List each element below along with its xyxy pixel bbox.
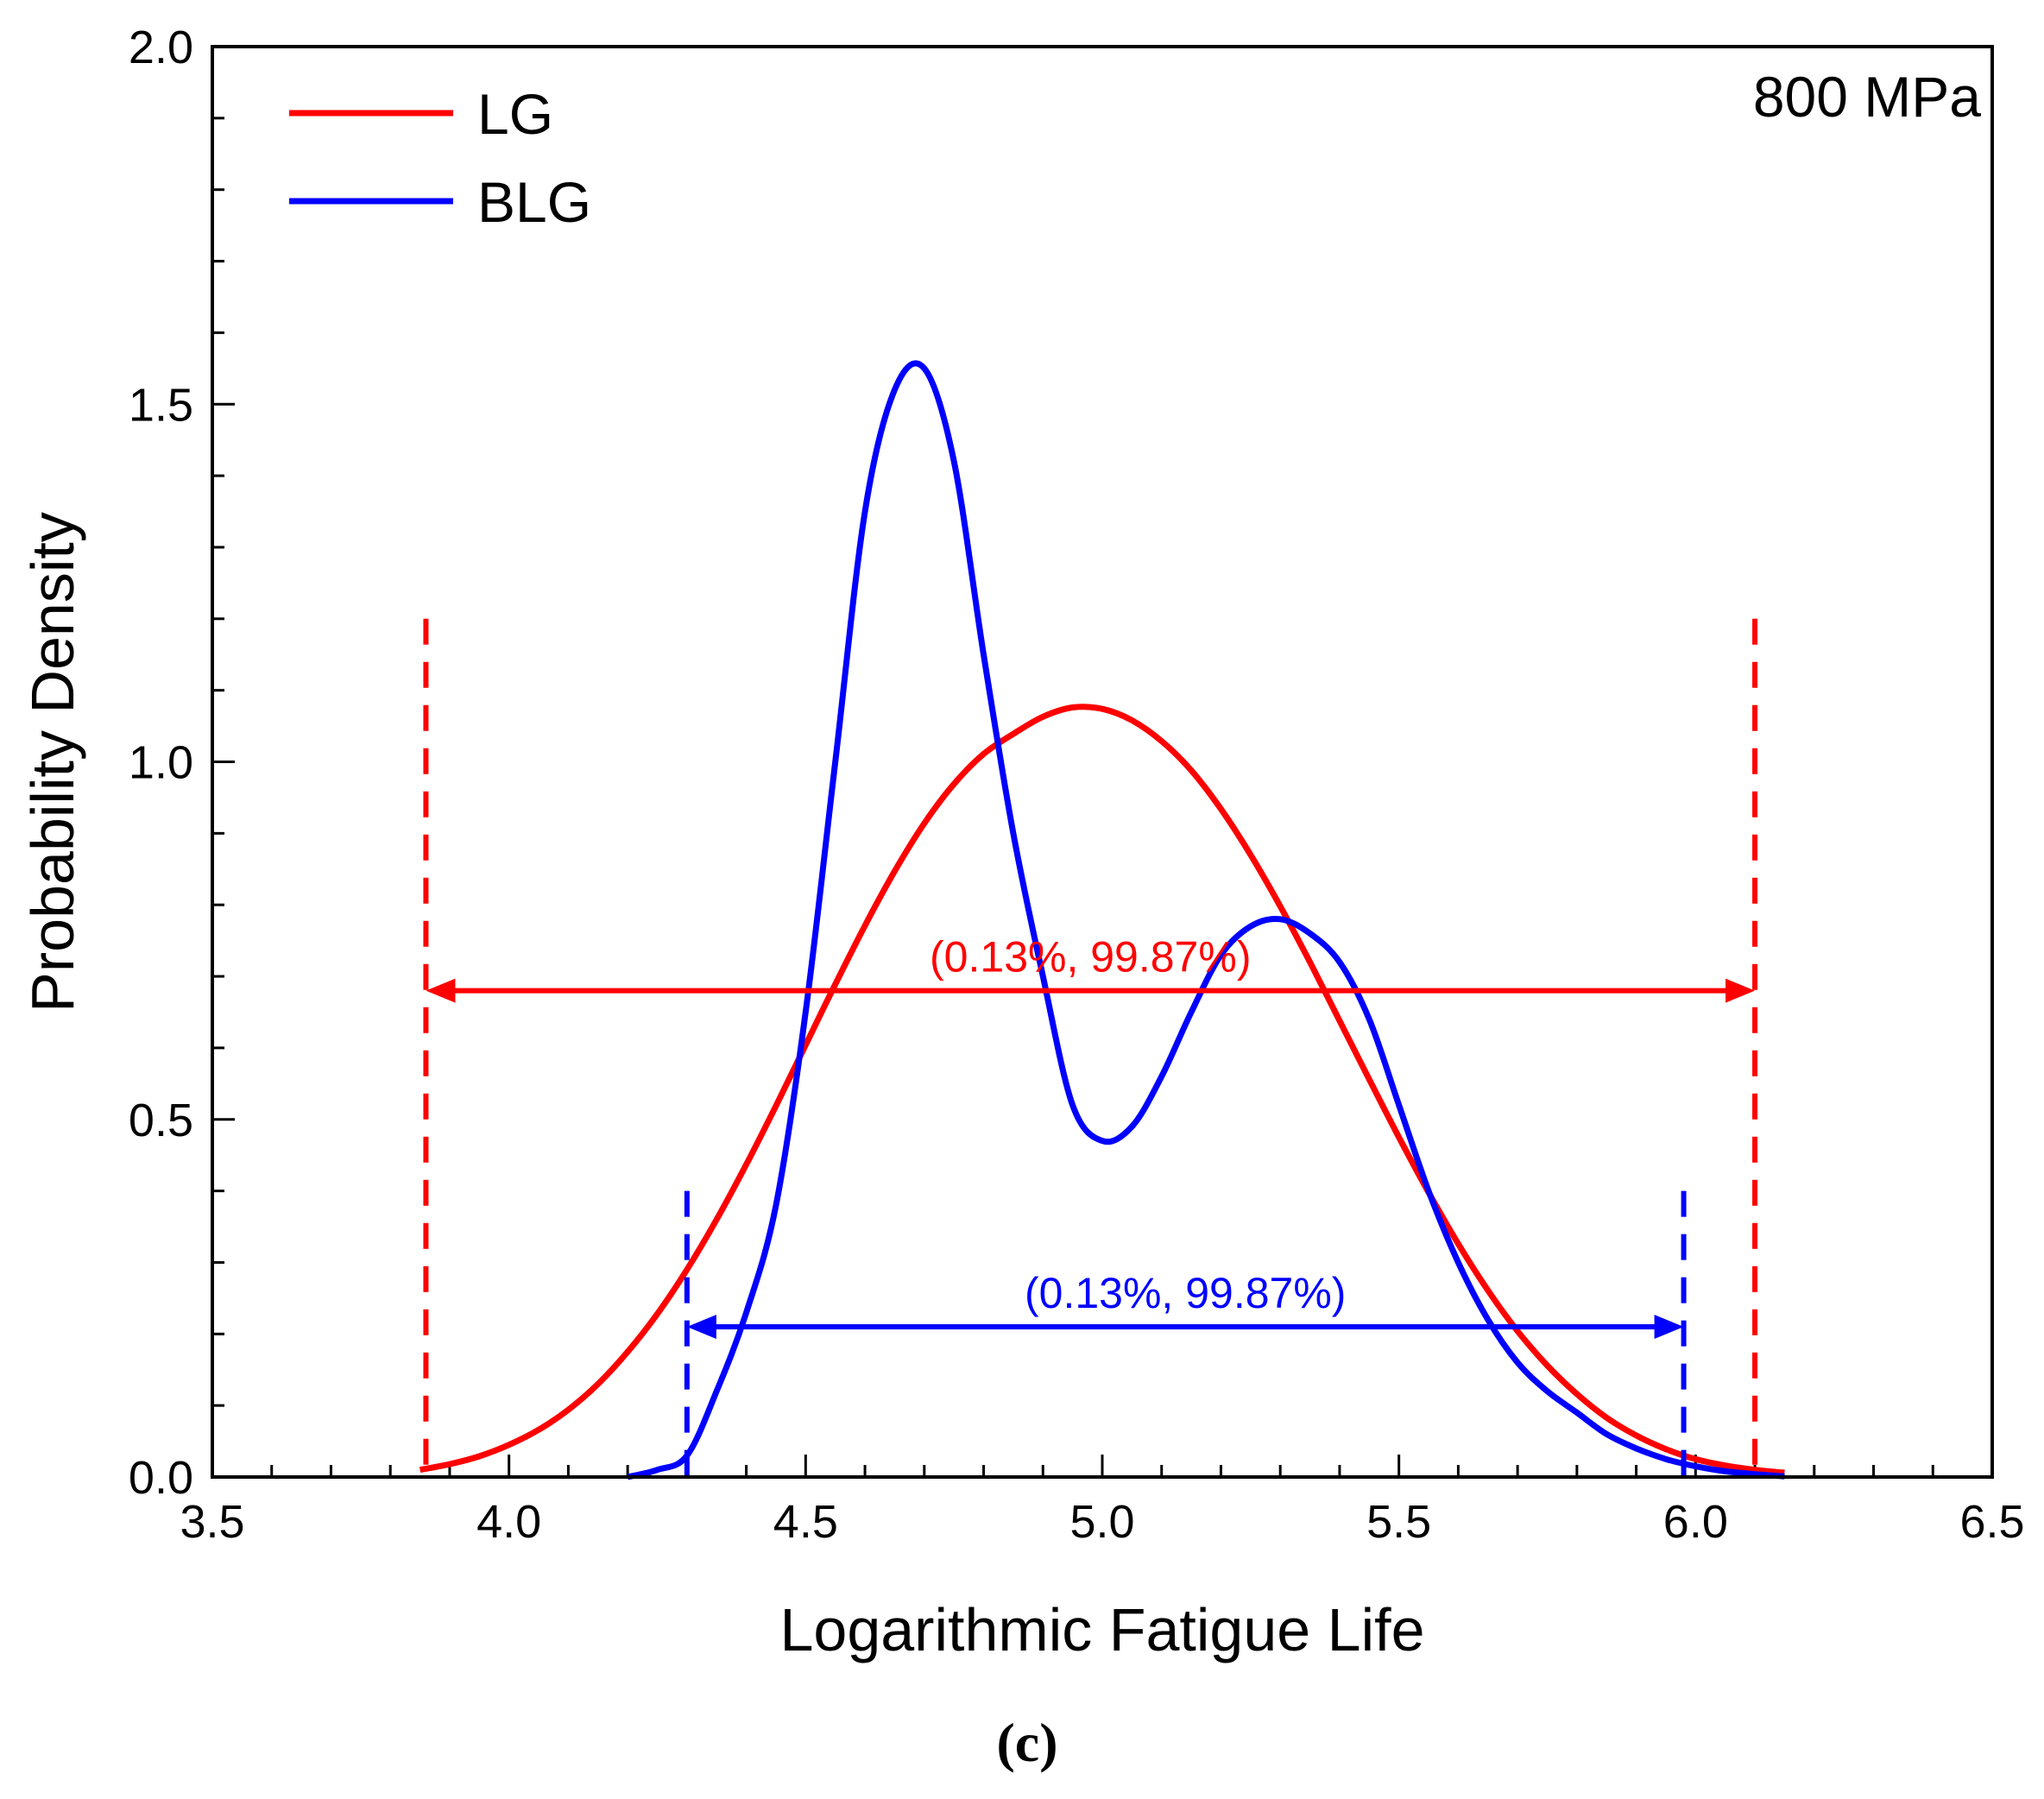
interval-arrow-blg-left xyxy=(686,1315,716,1340)
y-tick-label: 0.5 xyxy=(129,1095,193,1146)
y-tick-label: 0.0 xyxy=(129,1452,193,1504)
interval-arrow-lg-right xyxy=(1725,978,1756,1003)
tick-marks xyxy=(211,45,1994,1479)
series-lines xyxy=(419,360,1785,1480)
x-tick-label: 4.5 xyxy=(773,1496,838,1548)
x-tick-label: 6.0 xyxy=(1663,1496,1728,1548)
legend: LG BLG xyxy=(289,82,591,234)
series-line-lg xyxy=(419,704,1785,1476)
x-tick-label: 5.5 xyxy=(1366,1496,1431,1548)
legend-label-blg: BLG xyxy=(477,170,591,234)
x-axis-title: Logarithmic Fatigue Life xyxy=(779,1596,1424,1663)
interval-label-blg: (0.13%, 99.87%) xyxy=(1025,1269,1346,1317)
y-axis-title: Probability Density xyxy=(19,512,86,1013)
y-tick-label: 1.5 xyxy=(129,379,193,431)
figure-caption: (c) xyxy=(996,1712,1057,1773)
y-tick-label: 1.0 xyxy=(129,737,193,789)
x-tick-label: 6.5 xyxy=(1959,1496,2024,1548)
plot-frame xyxy=(211,45,1994,1479)
interval-arrow-lg-left xyxy=(426,978,456,1003)
interval-label-lg: (0.13%, 99.87%) xyxy=(930,933,1251,982)
series-line-blg xyxy=(627,360,1785,1480)
x-tick-label: 3.5 xyxy=(180,1496,244,1548)
percentile-intervals: (0.13%, 99.87%) (0.13%, 99.87%) xyxy=(423,618,1758,1477)
stress-annotation: 800 MPa xyxy=(1753,65,1981,129)
x-tick-label: 4.0 xyxy=(476,1496,541,1548)
y-tick-label: 2.0 xyxy=(129,22,193,73)
tick-labels: 3.5 4.0 4.5 5.0 5.5 6.0 6.5 0.0 0.5 1.0 1.5 2.0 xyxy=(129,22,2025,1548)
interval-arrow-blg-right xyxy=(1654,1315,1684,1340)
legend-label-lg: LG xyxy=(477,82,553,146)
x-tick-label: 5.0 xyxy=(1069,1496,1134,1548)
